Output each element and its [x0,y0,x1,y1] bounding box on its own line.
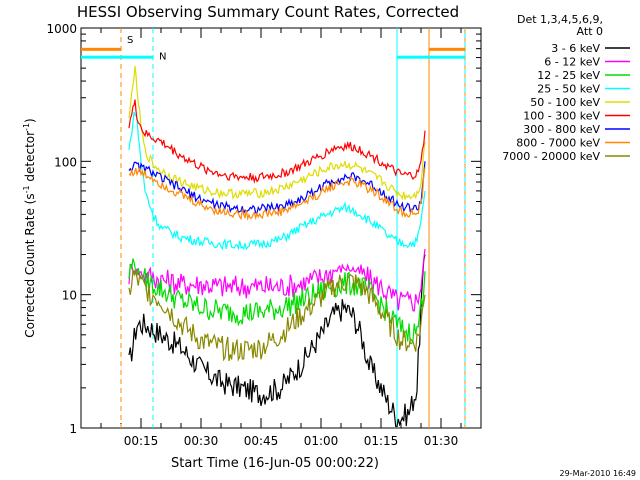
series-line-3-6-kev [128,254,426,428]
legend-header: Det 1,3,4,5,6,9, [517,13,603,26]
night-bar [81,55,153,59]
y-tick-label: 1000 [46,22,77,36]
y-tick-label: 100 [54,155,77,169]
saa-bar [81,47,121,51]
legend-entry-label: 800 - 7000 keV [516,137,600,150]
legend-header: Att 0 [577,25,603,38]
series-line-25-50-kev [128,111,426,251]
x-tick-label: 00:45 [244,434,279,448]
series-line-12-25-kev [128,258,426,345]
series-line-300-800-kev [128,161,426,216]
legend-entry-label: 50 - 100 keV [530,96,600,109]
axes-group: 1 10 100 1000 00:15 00:30 00:45 01:00 01:15 01:30 [46,22,482,448]
series-line-6-12-kev [128,248,426,312]
y-tick-label: 10 [62,289,77,303]
series-group [128,65,426,428]
y-tick-label: 1 [69,422,77,436]
legend-entry-label: 7000 - 20000 keV [502,150,600,163]
x-tick-label: 01:30 [424,434,459,448]
timestamp: 29-Mar-2010 16:49 [560,469,637,478]
legend-entry-label: 25 - 50 keV [537,83,600,96]
x-tick-label: 01:15 [364,434,399,448]
saa-label: S [127,35,133,46]
x-axis-label: Start Time (16-Jun-05 00:00:22) [171,456,379,471]
legend-entry-label: 12 - 25 keV [537,69,600,82]
legend-entry-label: 3 - 6 keV [551,42,600,55]
series-line-7000-20000-kev [128,269,426,362]
x-tick-label: 01:00 [304,434,339,448]
overlay-group: SN [81,28,466,428]
series-line-800-7000-kev [128,166,426,221]
legend-entry-label: 6 - 12 keV [544,56,600,69]
saa-bar-2 [429,47,465,51]
night-bar-2 [397,55,465,59]
x-tick-label: 00:15 [124,434,159,448]
x-tick-label: 00:30 [184,434,219,448]
legend-entry-label: 300 - 800 keV [523,123,600,136]
y-axis-label: Corrected Count Rate (s-1 detector-1) [22,118,37,337]
legend-entry-label: 100 - 300 keV [523,110,600,123]
night-label: N [159,52,166,63]
chart-title: HESSI Observing Summary Count Rates, Cor… [77,3,459,21]
series-line-100-300-kev [128,99,426,184]
